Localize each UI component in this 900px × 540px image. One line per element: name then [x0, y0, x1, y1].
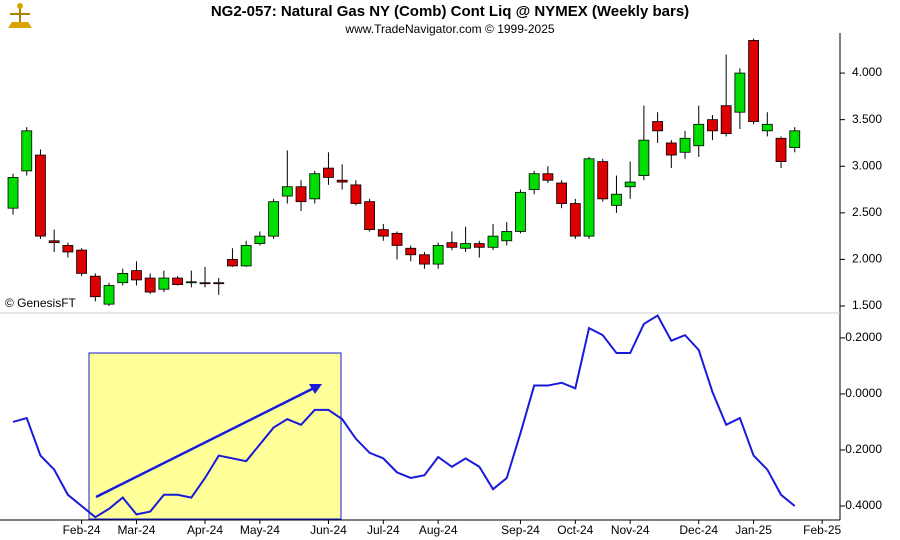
y-tick-label: 1.500 [852, 298, 882, 312]
candle-body [48, 240, 60, 244]
candle-body [323, 167, 334, 178]
x-tick-label: Jan-25 [735, 523, 772, 537]
candle-body [419, 254, 430, 265]
candle-body [35, 154, 46, 237]
candle-body [227, 259, 238, 267]
logo [8, 3, 32, 28]
candle-body [309, 173, 321, 200]
candle-body [254, 235, 266, 244]
indicator-line [12, 314, 796, 519]
candle-body [652, 121, 663, 132]
candle-body [707, 119, 718, 132]
candle-body [473, 243, 485, 248]
highlight-box [88, 352, 342, 520]
candle-body [446, 242, 458, 248]
candle-body [268, 201, 280, 237]
chart-subtitle: www.TradeNavigator.com © 1999-2025 [344, 22, 554, 36]
candle-body [583, 158, 595, 237]
candle-body [624, 181, 636, 188]
candle-body [693, 123, 705, 147]
candle-body [103, 285, 115, 305]
x-tick-label: Feb-24 [63, 523, 101, 537]
candle-body [775, 137, 787, 162]
candle-body [391, 232, 403, 246]
candle-body [679, 137, 691, 153]
candle-body [131, 270, 142, 281]
trend-arrow [95, 384, 322, 499]
candle-body [542, 173, 554, 181]
candle-body [487, 235, 499, 248]
candle-body [158, 277, 170, 290]
candle-body [377, 229, 389, 237]
candle-body [556, 182, 567, 204]
candle-body [501, 231, 513, 242]
x-tick-label: Nov-24 [611, 523, 650, 537]
candle-body [364, 201, 376, 231]
candle-body [281, 186, 293, 197]
candle-body [789, 130, 801, 149]
candle-body [62, 245, 74, 253]
candle-body [638, 139, 650, 176]
x-tick-label: Dec-24 [679, 523, 718, 537]
candle-body [21, 130, 33, 172]
y-tick-label: -0.4000 [841, 498, 882, 512]
candle-body [528, 173, 540, 190]
candle-body [432, 245, 444, 265]
candle-body [515, 191, 526, 232]
candle-body [460, 243, 472, 249]
candle-body [213, 282, 225, 285]
candle-body [748, 40, 759, 122]
y-tick-label: 0.2000 [845, 330, 882, 344]
candle-body [76, 249, 87, 274]
x-tick-label: Jun-24 [310, 523, 347, 537]
candle-body [734, 72, 746, 113]
x-tick-label: Mar-24 [117, 523, 155, 537]
candle-body [597, 161, 609, 200]
candle-body [761, 123, 773, 132]
candle-body [405, 247, 417, 256]
candle-body [295, 186, 307, 203]
y-tick-label: 4.000 [852, 65, 882, 79]
candle-body [350, 184, 362, 204]
candle-body [665, 142, 677, 156]
x-tick-label: May-24 [240, 523, 280, 537]
x-tick-label: Feb-25 [803, 523, 841, 537]
candle-body [720, 105, 732, 135]
y-tick-label: 0.0000 [845, 386, 882, 400]
y-tick-label: 2.000 [852, 252, 882, 266]
candle-body [185, 281, 197, 284]
chart-title: NG2-057: Natural Gas NY (Comb) Cont Liq … [211, 3, 689, 20]
candle-body [199, 282, 211, 285]
candle-body [172, 277, 184, 285]
y-tick-label: 3.500 [852, 112, 882, 126]
candle-body [569, 203, 581, 237]
candle-body [336, 179, 348, 183]
x-tick-label: Oct-24 [557, 523, 593, 537]
copyright: © GenesisFT [5, 296, 77, 310]
candle-body [240, 245, 252, 267]
x-tick-label: Aug-24 [419, 523, 458, 537]
candle-body [144, 277, 156, 293]
y-tick-label: -0.2000 [841, 442, 882, 456]
candle-body [611, 193, 622, 206]
candle-body [89, 275, 101, 298]
y-tick-label: 3.000 [852, 158, 882, 172]
candle-body [117, 272, 129, 284]
x-tick-label: Apr-24 [187, 523, 223, 537]
x-tick-label: Jul-24 [367, 523, 400, 537]
x-tick-label: Sep-24 [501, 523, 540, 537]
y-tick-label: 2.500 [852, 205, 882, 219]
candle-body [7, 177, 19, 209]
